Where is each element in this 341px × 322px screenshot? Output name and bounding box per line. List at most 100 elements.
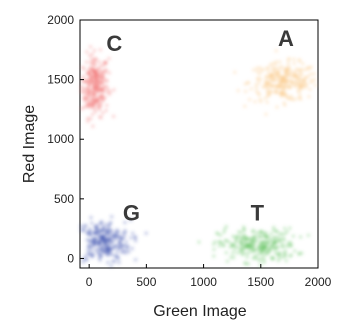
data-point [293, 97, 297, 101]
data-point [292, 73, 296, 77]
data-point [260, 256, 264, 260]
data-point [280, 244, 284, 248]
data-point [284, 93, 288, 98]
data-point [95, 99, 99, 103]
data-point [244, 244, 248, 249]
data-point [241, 253, 245, 257]
data-point [256, 252, 260, 256]
data-point [309, 72, 313, 76]
data-point [130, 246, 134, 251]
data-point [80, 65, 85, 69]
data-point [284, 70, 288, 74]
data-point [312, 78, 317, 82]
data-point [242, 247, 246, 251]
data-point [235, 234, 239, 238]
data-point [103, 241, 107, 245]
data-point [306, 233, 310, 237]
data-point [129, 236, 133, 240]
data-point [253, 235, 257, 239]
data-point [270, 78, 274, 83]
data-point [291, 81, 295, 86]
data-point [84, 223, 88, 228]
data-point [262, 67, 266, 72]
data-point [253, 100, 257, 104]
data-point [101, 111, 105, 115]
data-point [287, 65, 291, 69]
data-point [299, 78, 303, 82]
data-point [258, 66, 262, 70]
data-point [289, 253, 293, 257]
data-point [257, 235, 262, 239]
data-point [99, 116, 103, 120]
data-point [263, 232, 267, 236]
y-tick-label: 2000 [47, 13, 74, 27]
data-point [111, 253, 115, 257]
data-point [117, 260, 121, 264]
data-point [84, 254, 88, 258]
data-point [254, 83, 258, 87]
data-point [260, 245, 264, 249]
data-point [307, 95, 311, 99]
y-tick-label: 500 [54, 192, 74, 206]
data-point [270, 90, 274, 94]
data-point [93, 69, 97, 73]
data-point [303, 83, 308, 87]
data-point [264, 74, 268, 78]
data-point [97, 60, 101, 64]
data-point [90, 221, 94, 225]
data-point [229, 255, 233, 259]
data-point [278, 60, 282, 64]
cluster-labels: C A G T [106, 26, 294, 225]
data-point [109, 231, 113, 235]
data-point [247, 250, 251, 254]
data-point [262, 254, 266, 258]
data-point [88, 72, 92, 76]
data-point [224, 251, 228, 255]
data-point [91, 124, 95, 128]
cluster-label-A: A [278, 26, 294, 51]
data-point [103, 222, 108, 226]
data-point [96, 240, 100, 244]
data-point [213, 240, 217, 244]
data-point [306, 74, 310, 79]
data-point [281, 255, 285, 259]
data-point [231, 251, 235, 255]
data-point [268, 247, 272, 251]
data-point [83, 80, 88, 84]
data-point [116, 243, 120, 248]
data-point [86, 119, 90, 123]
data-point [92, 241, 96, 245]
data-point [279, 65, 284, 69]
data-point [107, 92, 111, 96]
data-point [255, 89, 259, 93]
data-point [283, 232, 287, 236]
data-point [107, 57, 111, 61]
x-axis-ticks: 0 500 1000 1500 2000 [86, 264, 332, 289]
data-point [235, 251, 239, 255]
data-point [245, 255, 249, 259]
data-point [262, 260, 266, 264]
data-point [271, 62, 275, 66]
data-point [89, 94, 93, 98]
data-point [297, 252, 301, 256]
data-point [97, 232, 101, 236]
data-point [93, 107, 97, 111]
data-point [108, 90, 112, 94]
data-point [283, 103, 287, 107]
data-point [271, 66, 275, 70]
data-point [266, 75, 270, 79]
data-point [90, 57, 94, 61]
data-point [212, 242, 216, 246]
data-point [90, 254, 94, 258]
data-point [106, 239, 111, 243]
data-point [265, 66, 269, 70]
data-point [83, 91, 87, 95]
data-point [96, 84, 100, 88]
data-point [100, 220, 104, 224]
data-point [126, 244, 130, 249]
data-point [98, 48, 102, 52]
data-point [81, 86, 85, 90]
data-point [98, 72, 102, 76]
data-point [239, 250, 243, 254]
data-point [250, 236, 254, 240]
